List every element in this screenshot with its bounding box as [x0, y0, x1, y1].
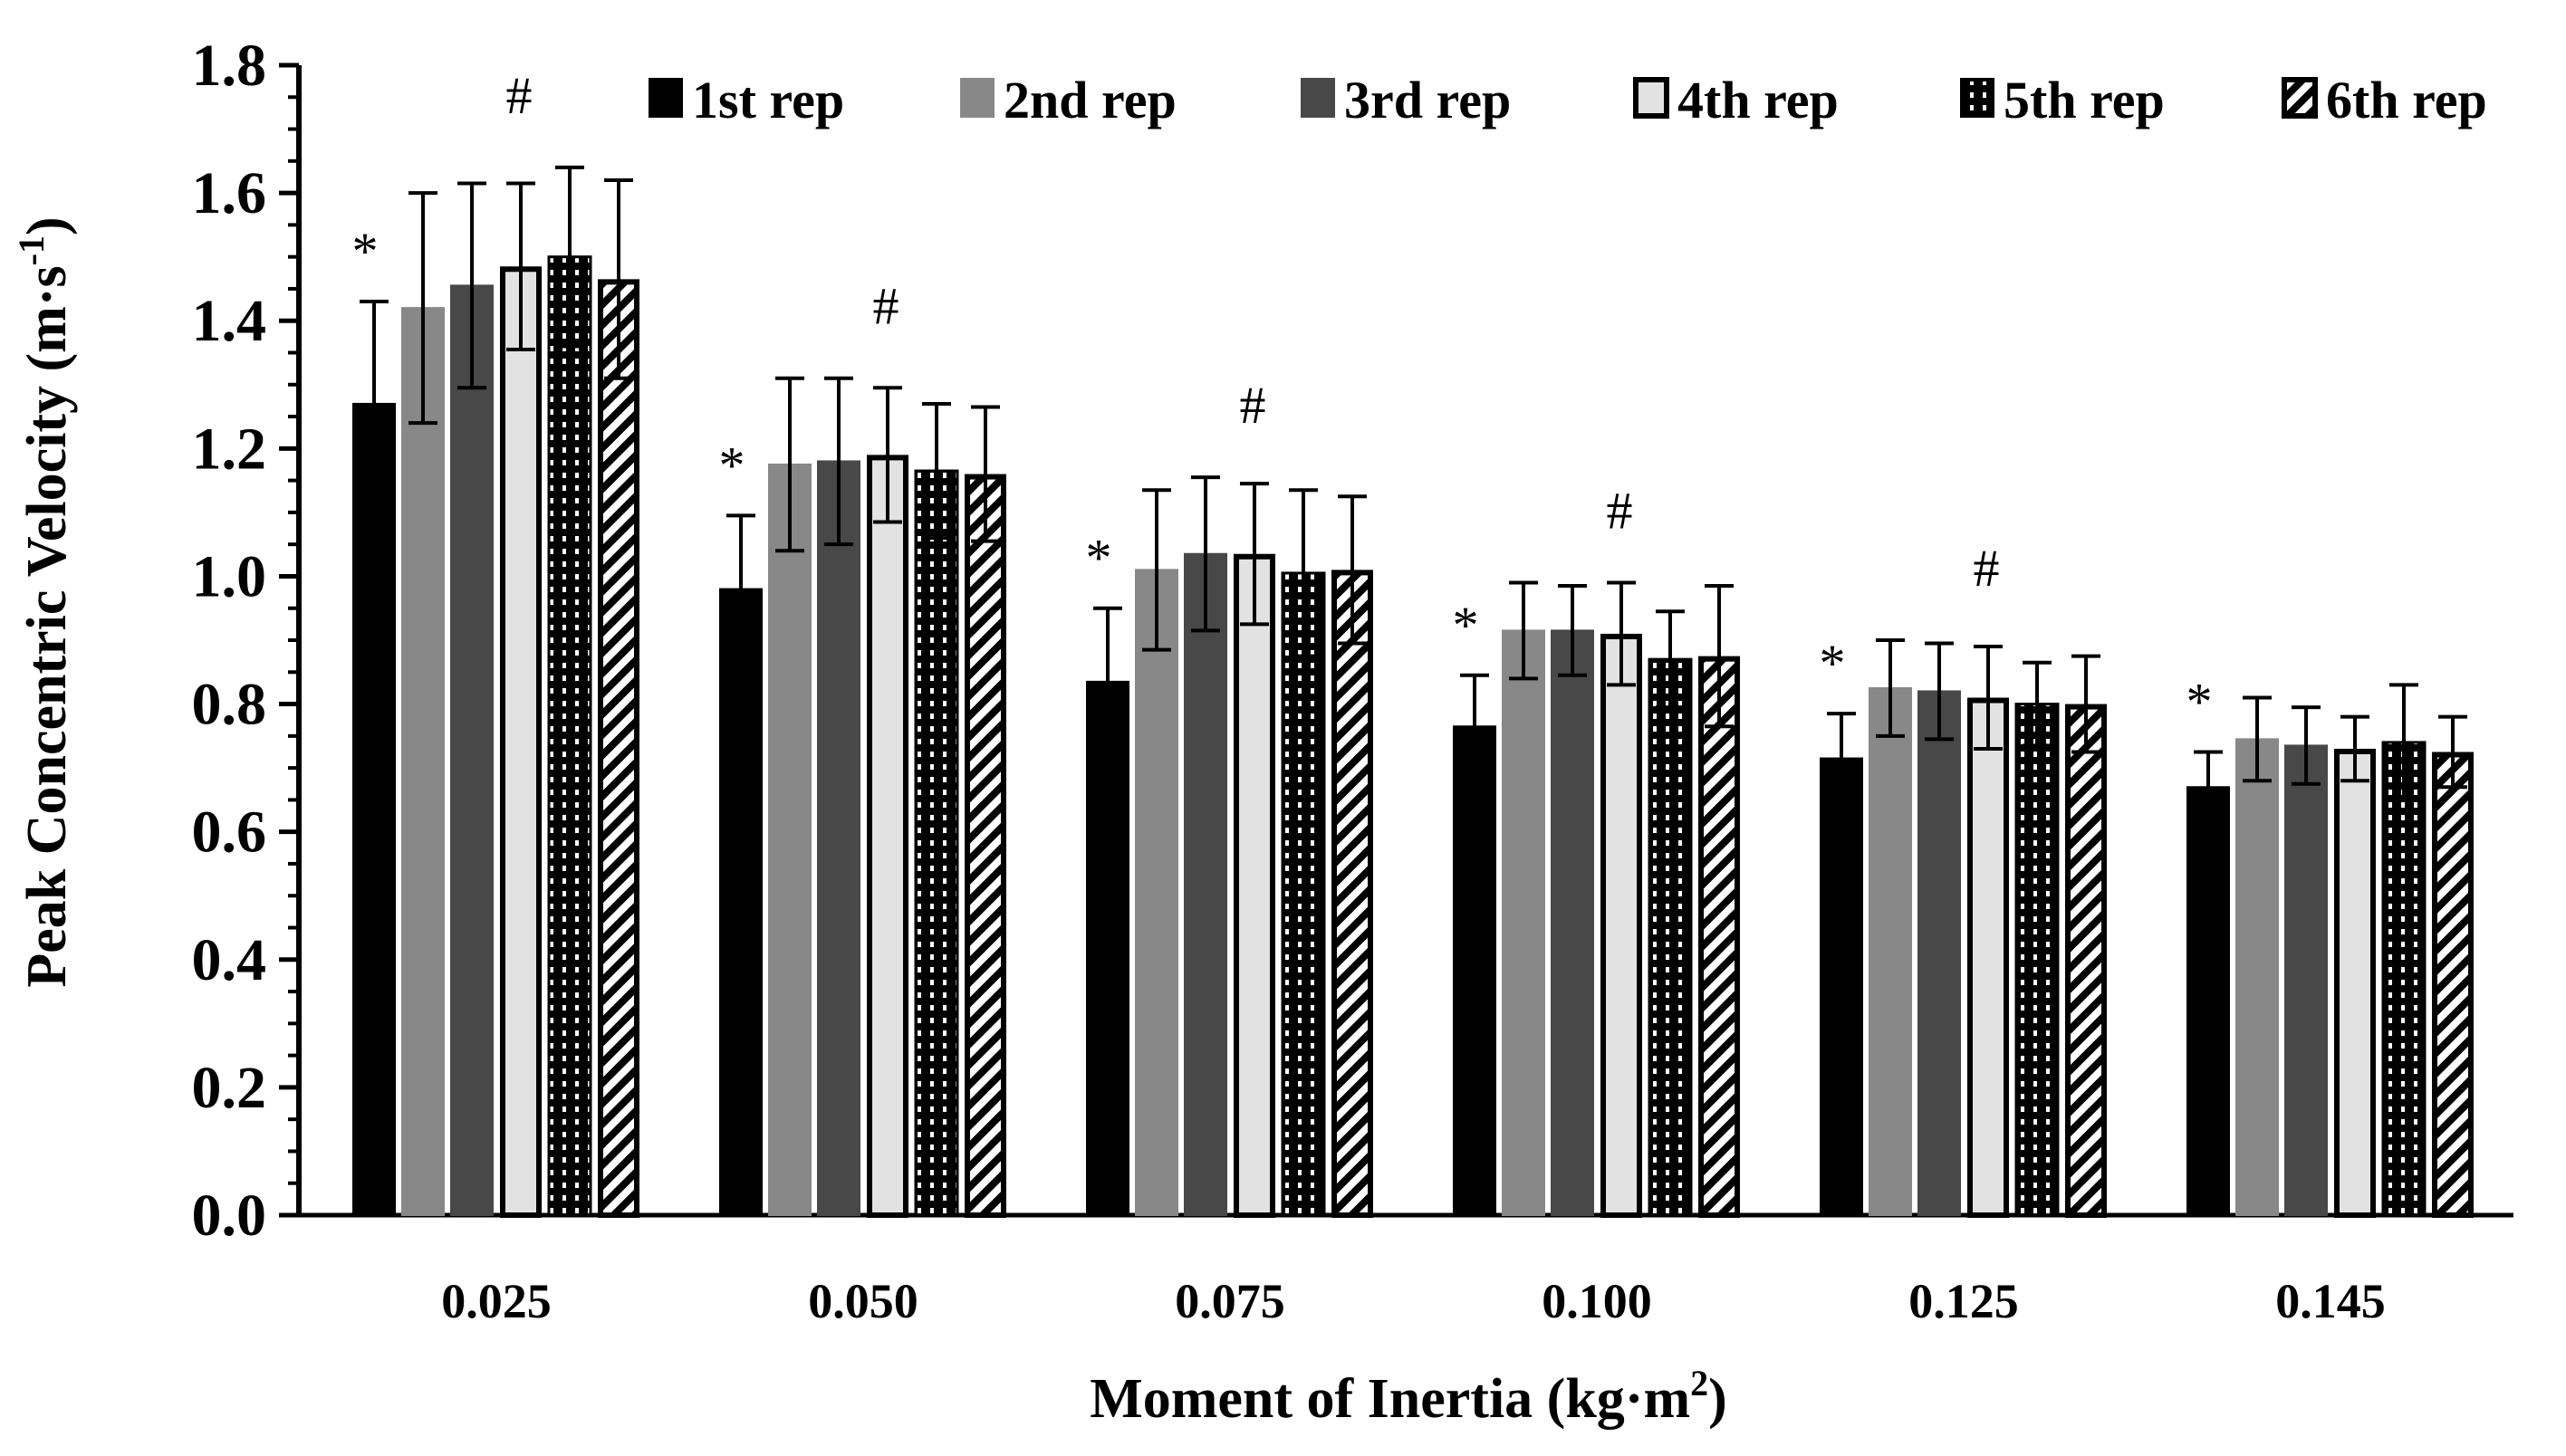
y-tick-label: 0.6: [192, 800, 267, 866]
legend-swatch: [960, 78, 995, 118]
x-tick-label: 0.075: [1175, 1274, 1285, 1328]
bar-groups: [352, 165, 2474, 1219]
y-tick-label: 1.2: [192, 416, 267, 482]
significance-star: *: [2186, 672, 2213, 731]
bar: [352, 402, 396, 1216]
significance-hash: #: [1607, 482, 1633, 541]
legend-label: 2nd rep: [1004, 71, 1177, 129]
bar: [2235, 738, 2279, 1216]
bar: [450, 284, 494, 1217]
bar: [1502, 629, 1545, 1216]
legend-label: 6th rep: [2326, 71, 2487, 129]
bar: [1551, 629, 1594, 1216]
legend-label: 5th rep: [2004, 71, 2165, 129]
bar: [1600, 633, 1642, 1218]
bar: [1698, 656, 1740, 1218]
bar: [401, 307, 445, 1217]
legend-swatch: [2282, 77, 2318, 119]
legend-item: 5th rep: [1960, 71, 2165, 129]
legend-item: 6th rep: [2282, 71, 2487, 129]
y-tick-label: 0.8: [192, 672, 267, 738]
y-tick-label: 0.0: [192, 1183, 267, 1249]
y-tick-label: 1.4: [192, 288, 267, 354]
bar: [768, 463, 812, 1216]
x-tick-label: 0.025: [441, 1274, 552, 1328]
bar: [914, 469, 959, 1217]
bar: [2065, 704, 2107, 1218]
legend: 1st rep 2nd rep 3rd rep 4th rep 5th rep 6th r…: [649, 71, 2487, 129]
x-axis-title: Moment of Inertia (kg·m2): [1090, 1363, 1727, 1430]
x-tick-label: 0.100: [1542, 1274, 1652, 1328]
bar: [1234, 553, 1275, 1218]
bar: [2334, 748, 2376, 1218]
plot-area: 0.0 0.2 0.4 0.6 0.8 1.0 1.2 1.4 1.6 1.8 0.025 0.05…: [192, 33, 2513, 1328]
bar-group: [2186, 683, 2474, 1218]
bar: [817, 460, 860, 1216]
bar: [1820, 757, 1863, 1216]
bar: [1281, 571, 1326, 1217]
y-tick-label: 0.2: [192, 1055, 267, 1121]
bar-group: [1820, 638, 2107, 1218]
bar-group: [352, 165, 639, 1219]
legend-item: 2nd rep: [960, 71, 1177, 129]
y-tick-label: 1.6: [192, 160, 267, 226]
bar: [867, 455, 908, 1218]
y-tick-label: 1.0: [192, 543, 267, 609]
bar-group: [719, 376, 1006, 1218]
significance-star: *: [1820, 634, 1846, 693]
significance-hash: #: [873, 277, 899, 336]
bar: [1135, 569, 1178, 1216]
legend-label: 1st rep: [692, 71, 844, 129]
bar: [2284, 744, 2328, 1216]
bar-group: [1086, 475, 1373, 1218]
bar: [547, 255, 592, 1217]
significance-hash: #: [1240, 376, 1266, 435]
legend-swatch: [1960, 78, 1994, 118]
bar: [500, 266, 542, 1218]
legend-swatch: [649, 78, 683, 118]
bar: [1869, 686, 1912, 1216]
legend-swatch: [1301, 78, 1335, 118]
bar: [719, 588, 763, 1216]
bar: [2381, 741, 2427, 1217]
bar: [1967, 697, 2009, 1218]
bar: [1331, 570, 1373, 1218]
significance-star: *: [1086, 529, 1112, 588]
legend-swatch: [1633, 77, 1669, 119]
legend-item: 3rd rep: [1301, 71, 1511, 129]
y-axis-title: Peak Concentric Velocity (m·s-1): [11, 216, 78, 987]
bar: [598, 279, 639, 1219]
bar: [2432, 752, 2474, 1218]
bar: [1648, 657, 1693, 1217]
bar: [1086, 680, 1129, 1216]
bar: [1917, 690, 1961, 1216]
y-axis: 0.0 0.2 0.4 0.6 0.8 1.0 1.2 1.4 1.6 1.8: [192, 33, 302, 1249]
legend-label: 3rd rep: [1344, 71, 1511, 129]
y-tick-label: 1.8: [192, 33, 267, 99]
x-axis: 0.025 0.050 0.075 0.100 0.125 0.145: [296, 1212, 2513, 1328]
x-tick-label: 0.145: [2275, 1274, 2386, 1328]
legend-item: 4th rep: [1633, 71, 1839, 129]
significance-star: *: [352, 222, 379, 281]
significance-star: *: [719, 436, 745, 494]
legend-label: 4th rep: [1677, 71, 1839, 129]
bar: [1184, 552, 1227, 1216]
bar: [1453, 725, 1496, 1216]
legend-item: 1st rep: [649, 71, 844, 129]
y-tick-label: 0.4: [192, 927, 267, 993]
significance-hash: #: [506, 66, 533, 125]
significance-marks: * # * # * # * # * # *: [352, 66, 2213, 732]
significance-star: *: [1453, 596, 1479, 655]
bar-group: [1453, 580, 1740, 1218]
bar: [2186, 786, 2230, 1216]
bar: [2014, 703, 2060, 1217]
x-tick-label: 0.050: [808, 1274, 918, 1328]
significance-hash: #: [1974, 539, 2000, 598]
bar: [965, 474, 1006, 1218]
x-tick-label: 0.125: [1908, 1274, 2019, 1328]
